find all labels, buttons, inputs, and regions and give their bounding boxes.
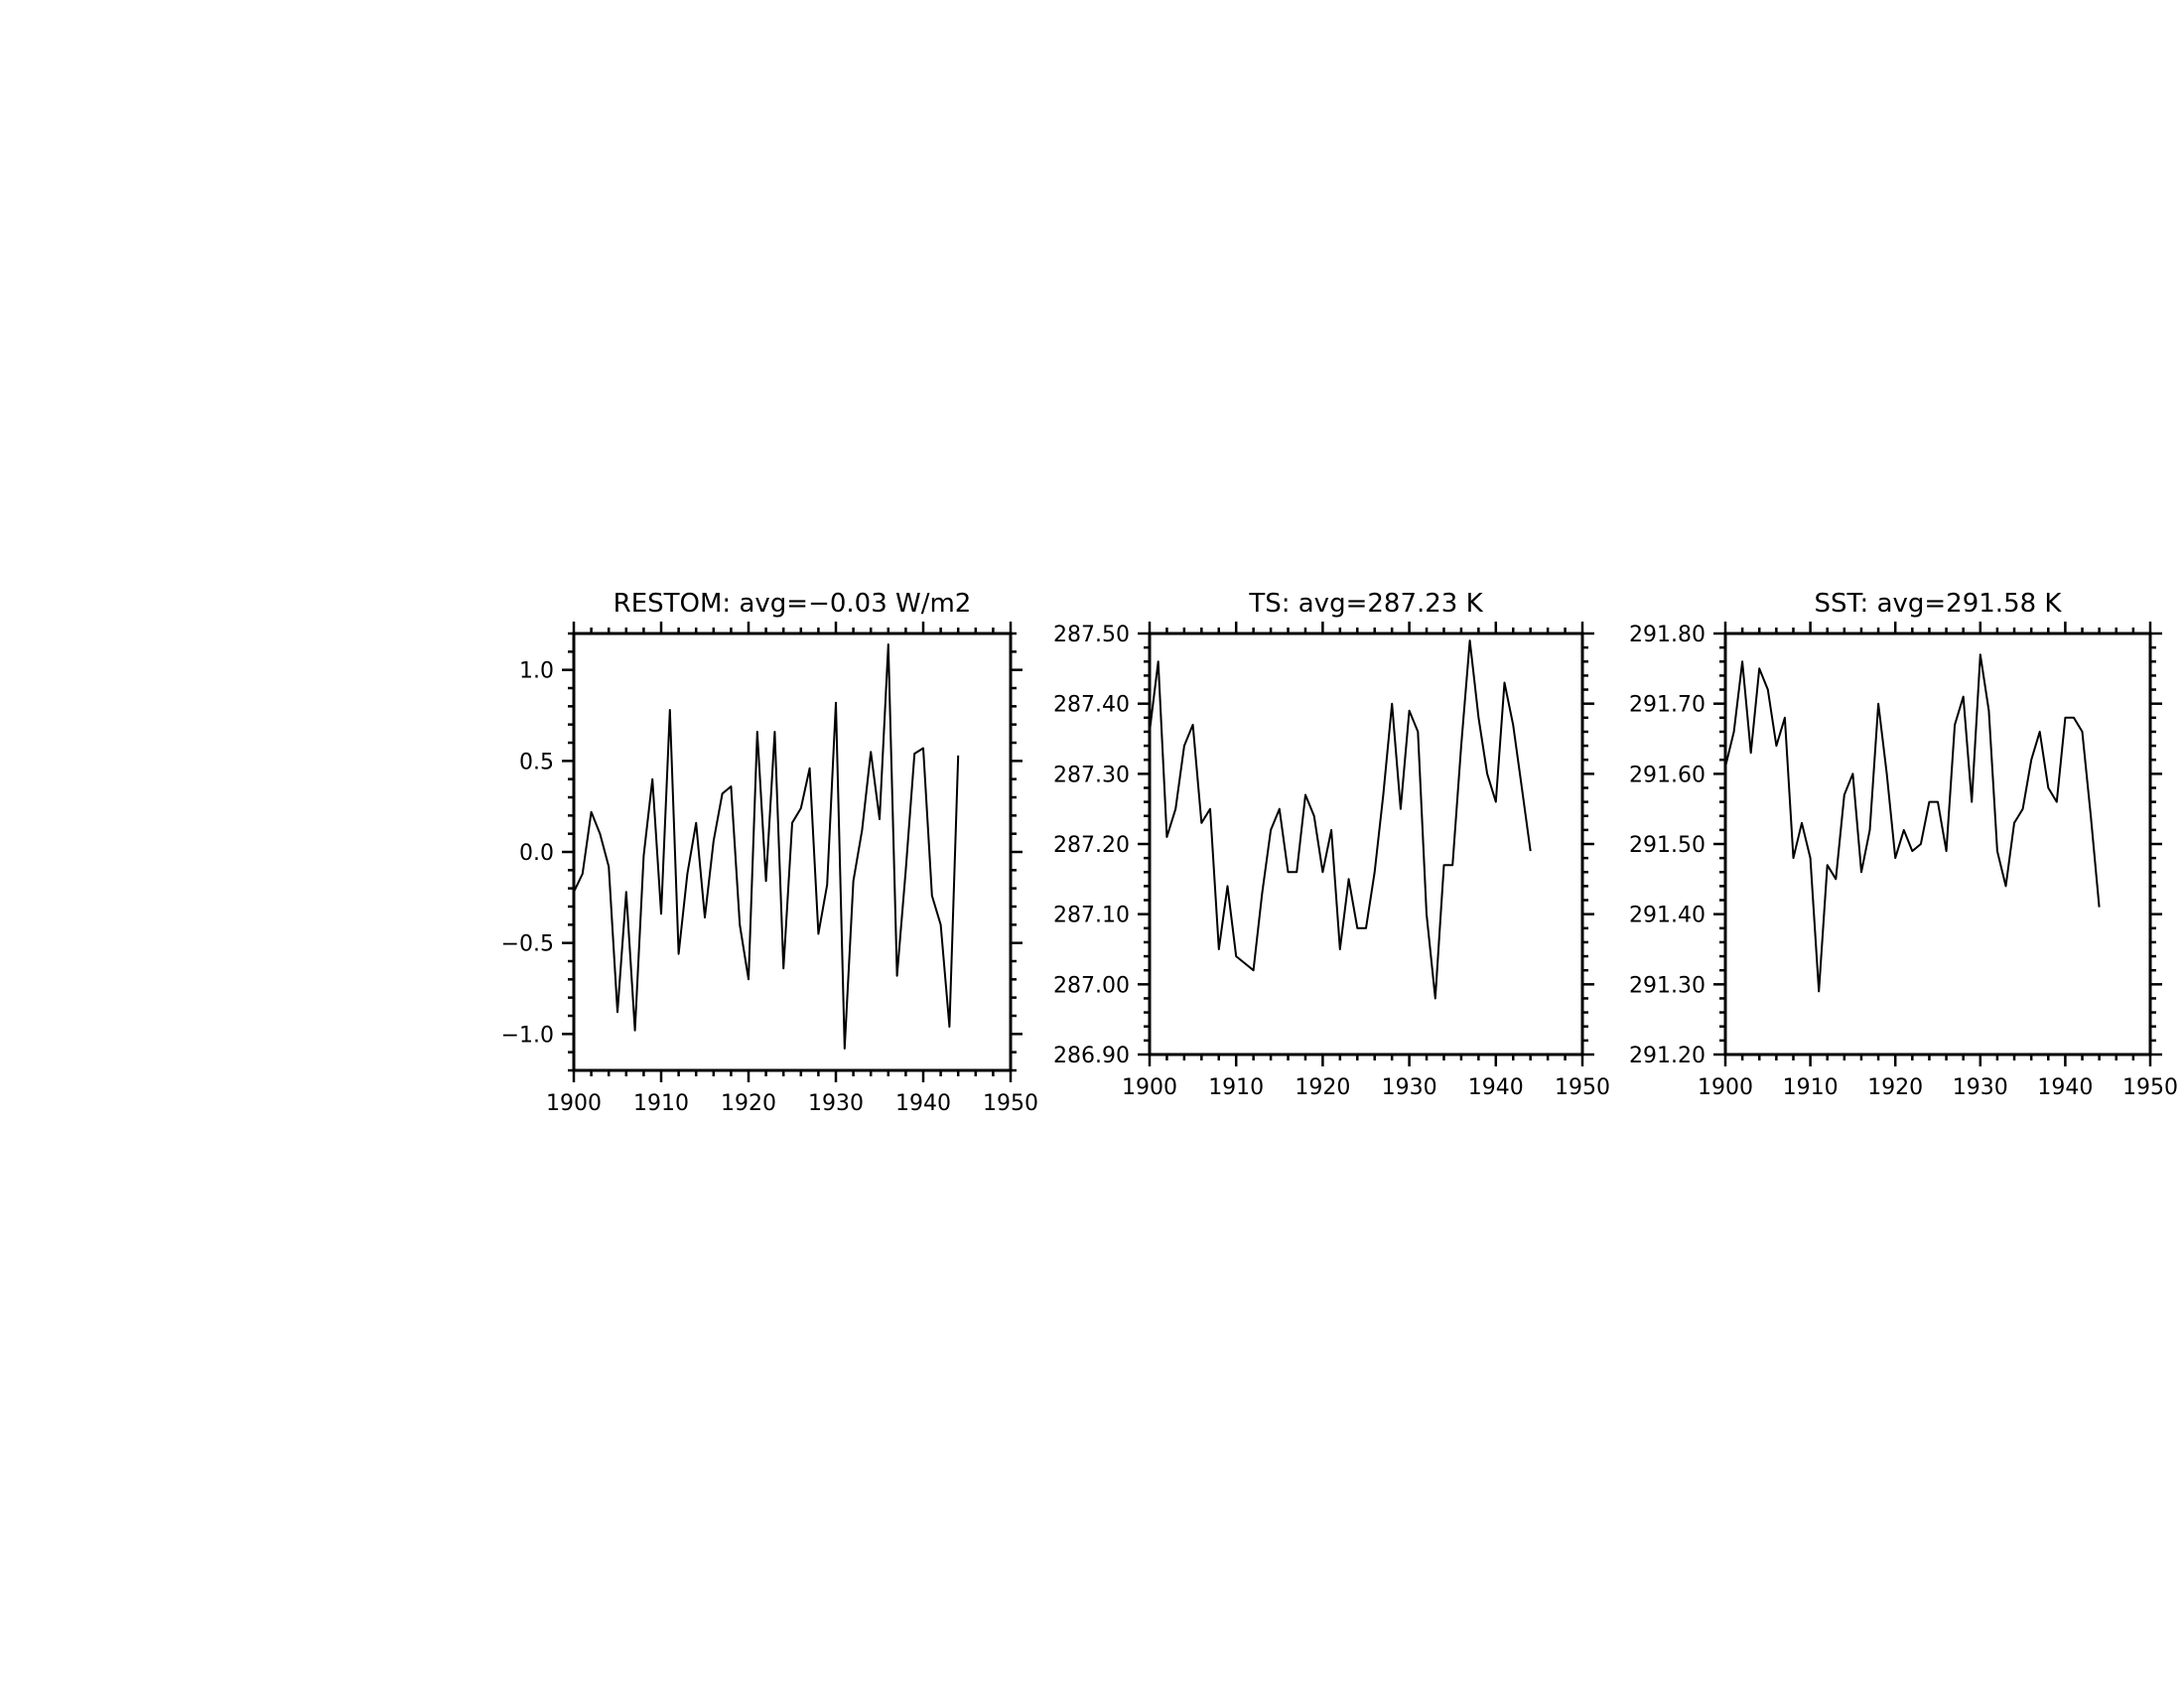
y-tick-label: 291.40: [1629, 904, 1706, 928]
x-tick-label: 1940: [2037, 1075, 2093, 1100]
x-tick-label: 1900: [546, 1091, 602, 1116]
x-tick-label: 1930: [808, 1091, 864, 1116]
series-line: [1724, 653, 2101, 993]
y-tick-label: 1.0: [519, 659, 554, 684]
y-tick-label: 286.90: [1053, 1044, 1130, 1068]
x-tick-label: 1920: [721, 1091, 776, 1116]
x-tick-label: 1930: [1953, 1075, 2008, 1100]
series-line: [1149, 639, 1532, 1000]
plot-frame: [1723, 632, 2152, 1056]
x-tick-label: 1940: [895, 1091, 951, 1116]
y-tick-label: 287.40: [1053, 693, 1130, 718]
x-tick-label: 1930: [1382, 1075, 1437, 1100]
y-tick-label: −0.5: [501, 932, 554, 957]
x-tick-label: 1940: [1468, 1075, 1524, 1100]
panel-title: RESTOM: avg=−0.03 W/m2: [614, 589, 972, 619]
panel-sst: SST: avg=291.58 K 1900 1910 1920 1930 1940 19…: [1629, 589, 2178, 1100]
y-tick-label: 291.30: [1629, 973, 1706, 998]
plot-frame: [1148, 632, 1584, 1056]
y-tick-label: 0.5: [519, 750, 554, 774]
x-tick-label: 1910: [1783, 1075, 1839, 1100]
y-tick-label: 0.0: [519, 841, 554, 866]
y-tick-label: 291.20: [1629, 1044, 1706, 1068]
y-tick-label: −1.0: [501, 1023, 554, 1048]
x-tick-label: 1920: [1295, 1075, 1350, 1100]
plot-frame: [572, 632, 1013, 1072]
y-tick-label: 291.80: [1629, 623, 1706, 647]
series-line: [573, 643, 960, 1050]
x-tick-label: 1950: [2122, 1075, 2178, 1100]
x-tick-label: 1900: [1122, 1075, 1177, 1100]
y-tick-label: 287.50: [1053, 623, 1130, 647]
y-tick-label: 287.00: [1053, 973, 1130, 998]
x-tick-label: 1910: [1208, 1075, 1264, 1100]
y-tick-label: 287.10: [1053, 904, 1130, 928]
y-tick-label: 287.20: [1053, 833, 1130, 858]
y-tick-label: 291.70: [1629, 693, 1706, 718]
panel-ts: TS: avg=287.23 K 1900 1910 1920 1930 1940 195…: [1053, 589, 1610, 1100]
x-tick-label: 1950: [1555, 1075, 1610, 1100]
panel-title: TS: avg=287.23 K: [1248, 589, 1483, 619]
x-tick-label: 1910: [633, 1091, 689, 1116]
y-tick-label: 291.60: [1629, 763, 1706, 787]
x-tick-label: 1900: [1698, 1075, 1753, 1100]
x-tick-label: 1950: [983, 1091, 1038, 1116]
panel-title: SST: avg=291.58 K: [1815, 589, 2063, 619]
y-tick-label: 291.50: [1629, 833, 1706, 858]
y-tick-label: 287.30: [1053, 763, 1130, 787]
x-tick-label: 1920: [1867, 1075, 1923, 1100]
panel-restom: RESTOM: avg=−0.03 W/m2 1900 1910 1920 1930 1…: [501, 589, 1038, 1116]
